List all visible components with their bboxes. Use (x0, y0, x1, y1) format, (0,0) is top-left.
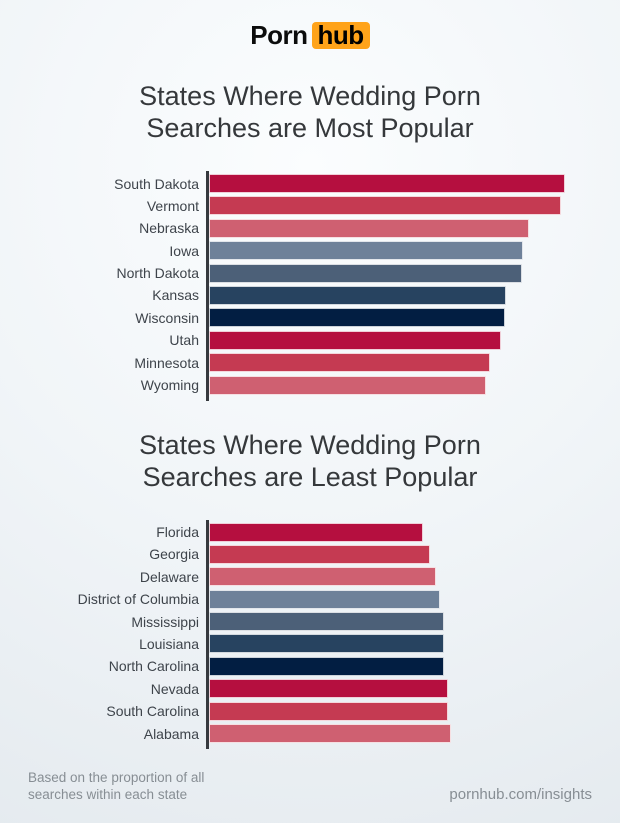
state-bar-south-carolina (209, 701, 448, 721)
chart-row: Mississippi (28, 612, 620, 632)
state-bar-nevada (209, 679, 448, 699)
state-bar-wisconsin (209, 308, 505, 328)
state-label: Utah (169, 332, 199, 349)
chart-row: Delaware (28, 567, 620, 587)
state-label: Vermont (146, 197, 199, 214)
chart-row: Iowa (28, 241, 620, 261)
state-bar-alabama (209, 724, 452, 744)
chart-row: Minnesota (28, 353, 620, 373)
state-label: Alabama (143, 725, 199, 742)
pornhub-logo: Porn hub (0, 0, 620, 53)
footer-note-line-1: Based on the proportion of all (28, 770, 205, 785)
chart-row: Wyoming (28, 375, 620, 395)
state-bar-district-of-columbia (209, 589, 440, 609)
chart-row: North Dakota (28, 263, 620, 283)
state-bar-kansas (209, 285, 506, 305)
chart-row: Louisiana (28, 634, 620, 654)
state-bar-minnesota (209, 353, 491, 373)
state-bar-wyoming (209, 375, 486, 395)
state-label: North Dakota (116, 265, 199, 282)
state-bar-nebraska (209, 218, 529, 238)
y-axis-line (206, 519, 209, 750)
chart-row: District of Columbia (28, 589, 620, 609)
footer: Based on the proportion of all searches … (28, 769, 592, 803)
chart-title-least-popular: States Where Wedding Porn Searches are L… (0, 429, 620, 493)
logo-text-porn: Porn (250, 20, 308, 50)
state-label: District of Columbia (77, 591, 199, 608)
chart-title-line-2: Searches are Least Popular (142, 461, 478, 492)
chart-row: Wisconsin (28, 308, 620, 328)
chart-title-most-popular: States Where Wedding Porn Searches are M… (0, 80, 620, 144)
state-bar-utah (209, 330, 501, 350)
state-label: Georgia (149, 546, 199, 563)
bar-chart-most-popular: South Dakota Vermont Nebraska Iowa North Dak… (28, 171, 620, 401)
y-axis-line (206, 171, 209, 401)
chart-row: Vermont (28, 196, 620, 216)
footer-note-line-2: searches within each state (28, 787, 188, 802)
state-bar-iowa (209, 241, 524, 261)
state-bar-louisiana (209, 634, 444, 654)
state-label: Wisconsin (135, 309, 199, 326)
state-bar-georgia (209, 544, 431, 564)
logo-text-hub: hub (311, 22, 370, 49)
state-label: Minnesota (134, 354, 199, 371)
state-bar-vermont (209, 196, 562, 216)
bar-chart-least-popular: Florida Georgia Delaware District of Columb… (28, 519, 620, 750)
state-label: Delaware (139, 568, 199, 585)
chart-row: Georgia (28, 544, 620, 564)
state-label: South Dakota (114, 175, 199, 192)
chart-row: Florida (28, 522, 620, 542)
chart-row: Alabama (28, 724, 620, 744)
state-bar-mississippi (209, 612, 444, 632)
chart-title-line-1: States Where Wedding Porn (139, 429, 481, 460)
chart-section-most-popular: States Where Wedding Porn Searches are M… (0, 80, 620, 401)
state-label: Wyoming (140, 377, 199, 394)
state-bar-north-carolina (209, 656, 444, 676)
footer-site-url: pornhub.com/insights (449, 786, 592, 803)
state-label: Louisiana (139, 635, 199, 652)
state-label: North Carolina (108, 658, 199, 675)
chart-row: Utah (28, 330, 620, 350)
state-label: Nebraska (139, 220, 199, 237)
chart-row: North Carolina (28, 656, 620, 676)
chart-row: South Carolina (28, 701, 620, 721)
chart-section-least-popular: States Where Wedding Porn Searches are L… (0, 429, 620, 750)
state-label: Florida (156, 524, 199, 541)
state-label: South Carolina (106, 703, 199, 720)
chart-title-line-2: Searches are Most Popular (146, 113, 474, 143)
state-bar-south-dakota (209, 174, 565, 193)
chart-row: South Dakota (28, 174, 620, 193)
state-bar-delaware (209, 567, 437, 587)
state-label: Kansas (152, 287, 199, 304)
footer-note: Based on the proportion of all searches … (28, 769, 204, 803)
state-label: Mississippi (131, 613, 199, 630)
chart-row: Nevada (28, 679, 620, 699)
chart-row: Kansas (28, 285, 620, 305)
chart-title-line-1: States Where Wedding Porn (139, 81, 481, 111)
state-label: Nevada (150, 680, 199, 697)
state-bar-florida (209, 522, 423, 542)
state-bar-north-dakota (209, 263, 523, 283)
state-label: Iowa (169, 242, 199, 259)
chart-row: Nebraska (28, 218, 620, 238)
